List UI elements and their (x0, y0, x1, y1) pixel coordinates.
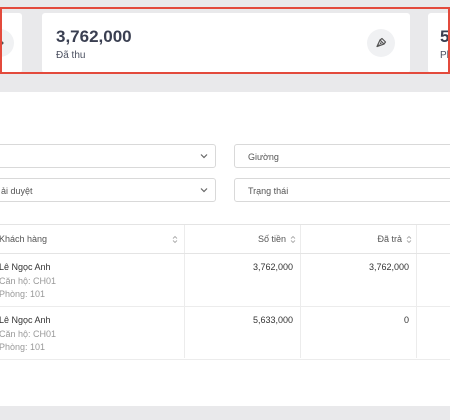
invoice-panel: Giường ải duyệt Trạng thái Khách hàng Số… (0, 92, 450, 406)
amount-cell: 3,762,000 (252, 262, 293, 272)
column-divider (416, 224, 417, 358)
stat-card-next[interactable]: 5 Ph (428, 13, 450, 73)
sort-icon[interactable] (172, 235, 178, 246)
stat-label: Đã thu (56, 50, 86, 61)
selection-highlight (0, 7, 450, 74)
approval-select[interactable]: ải duyệt (0, 178, 216, 202)
stat-card-previous[interactable] (0, 13, 22, 73)
customer-name: Lê Ngọc Anh (0, 315, 51, 325)
header-customer[interactable]: Khách hàng (0, 234, 48, 244)
customer-apartment: Căn hộ: CH01 (0, 276, 57, 286)
bed-select[interactable]: Giường (234, 144, 450, 168)
amount-cell: 5,633,000 (252, 315, 293, 325)
stat-label: Ph (440, 50, 450, 61)
select-placeholder: Giường (248, 152, 279, 162)
sort-icon[interactable] (406, 235, 412, 246)
table-row[interactable]: Lê Ngọc Anh Căn hộ: CH01 Phòng: 101 5,63… (0, 306, 450, 360)
chevron-down-icon (199, 185, 209, 197)
paid-cell: 3,762,000 (368, 262, 409, 272)
status-select[interactable]: Trạng thái (234, 178, 450, 202)
table-header: Khách hàng Số tiền Đã trả (0, 224, 450, 254)
chevron-down-icon (199, 151, 209, 163)
header-paid[interactable]: Đã trả (377, 234, 402, 244)
stat-value: 5 (440, 27, 450, 46)
table-row[interactable]: Lê Ngọc Anh Căn hộ: CH01 Phòng: 101 3,76… (0, 253, 450, 307)
stat-value: 3,762,000 (56, 27, 132, 46)
stats-strip: 3,762,000 Đã thu 5 Ph (0, 0, 450, 83)
customer-room: Phòng: 101 (0, 342, 46, 352)
pen-icon (367, 29, 395, 57)
customer-name: Lê Ngọc Anh (0, 262, 51, 272)
header-amount[interactable]: Số tiền (257, 234, 286, 244)
stat-card-collected[interactable]: 3,762,000 Đã thu (42, 13, 410, 73)
column-divider (184, 224, 185, 358)
select-placeholder: Trạng thái (248, 186, 289, 196)
column-divider (300, 224, 301, 358)
customer-apartment: Căn hộ: CH01 (0, 329, 57, 339)
select-value: ải duyệt (1, 186, 33, 196)
paid-cell: 0 (403, 315, 409, 325)
customer-room: Phòng: 101 (0, 289, 46, 299)
sort-icon[interactable] (290, 235, 296, 246)
apartment-select[interactable] (0, 144, 216, 168)
